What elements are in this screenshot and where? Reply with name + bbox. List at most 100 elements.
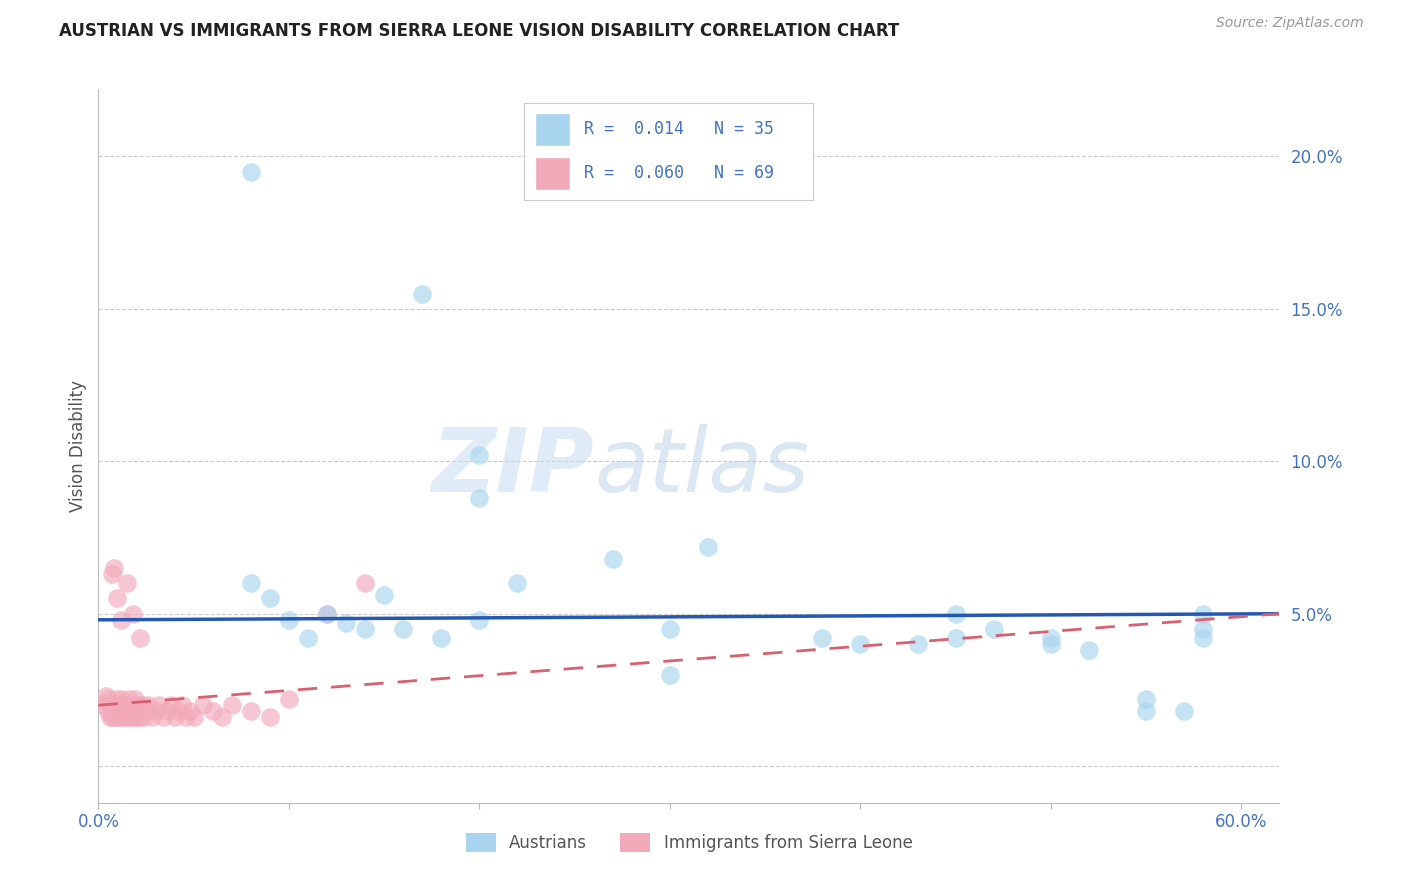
Point xyxy=(183,710,205,724)
Point xyxy=(1078,643,1101,657)
Legend: Austrians, Immigrants from Sierra Leone: Austrians, Immigrants from Sierra Leone xyxy=(458,826,920,859)
Point xyxy=(163,710,186,724)
Point xyxy=(112,710,135,724)
Point xyxy=(1192,622,1215,636)
Point xyxy=(125,704,148,718)
Point xyxy=(335,615,357,630)
Point xyxy=(129,631,152,645)
Point xyxy=(1192,631,1215,645)
Point xyxy=(1135,704,1157,718)
Point xyxy=(115,576,138,591)
Point xyxy=(124,710,146,724)
Point xyxy=(316,607,339,621)
Point xyxy=(121,704,143,718)
Point xyxy=(103,704,125,718)
Point xyxy=(148,698,170,713)
Text: AUSTRIAN VS IMMIGRANTS FROM SIERRA LEONE VISION DISABILITY CORRELATION CHART: AUSTRIAN VS IMMIGRANTS FROM SIERRA LEONE… xyxy=(59,22,900,40)
Point xyxy=(104,710,127,724)
Point xyxy=(93,698,115,713)
Point xyxy=(392,622,415,636)
Point xyxy=(1173,704,1195,718)
Point xyxy=(125,710,148,724)
Point xyxy=(118,692,141,706)
Point xyxy=(159,698,181,713)
Point xyxy=(98,710,121,724)
Point xyxy=(120,710,142,724)
Point xyxy=(94,689,117,703)
Text: Source: ZipAtlas.com: Source: ZipAtlas.com xyxy=(1216,16,1364,30)
Point xyxy=(907,637,929,651)
Point xyxy=(468,448,491,462)
Point xyxy=(135,704,157,718)
Point xyxy=(193,698,215,713)
Point xyxy=(120,704,142,718)
Point xyxy=(468,613,491,627)
Point xyxy=(316,607,339,621)
Text: ZIP: ZIP xyxy=(432,424,595,511)
Point xyxy=(129,710,152,724)
Point xyxy=(1039,631,1062,645)
Point xyxy=(110,692,132,706)
Point xyxy=(108,710,131,724)
Point xyxy=(114,710,136,724)
Point xyxy=(174,710,197,724)
Point xyxy=(277,692,299,706)
Point xyxy=(411,286,433,301)
Point xyxy=(121,607,143,621)
Point xyxy=(103,698,125,713)
Point xyxy=(118,710,141,724)
Point xyxy=(658,622,681,636)
Point xyxy=(115,698,138,713)
Point xyxy=(1039,637,1062,651)
Point xyxy=(239,164,262,178)
Point xyxy=(98,698,121,713)
Point xyxy=(354,576,377,591)
Point xyxy=(297,631,319,645)
Point xyxy=(152,710,174,724)
Point xyxy=(145,704,167,718)
Point xyxy=(127,698,149,713)
Point xyxy=(100,704,122,718)
Point xyxy=(156,704,179,718)
Point xyxy=(115,704,138,718)
Point xyxy=(110,613,132,627)
Point xyxy=(201,704,224,718)
Point xyxy=(983,622,1005,636)
Point xyxy=(107,710,129,724)
Point xyxy=(1192,607,1215,621)
Point xyxy=(112,698,135,713)
Point xyxy=(172,698,194,713)
Point xyxy=(108,698,131,713)
Point xyxy=(107,704,129,718)
Point xyxy=(97,704,120,718)
Point xyxy=(129,704,152,718)
Point xyxy=(468,491,491,505)
Point xyxy=(945,631,967,645)
Point xyxy=(373,589,395,603)
Point xyxy=(114,704,136,718)
Point xyxy=(849,637,872,651)
Point xyxy=(179,704,201,718)
Point xyxy=(658,667,681,681)
Point xyxy=(211,710,233,724)
Point xyxy=(167,704,190,718)
Point xyxy=(811,631,834,645)
Point xyxy=(134,710,156,724)
Point xyxy=(107,591,129,606)
Point xyxy=(277,613,299,627)
Point xyxy=(131,698,153,713)
Point xyxy=(602,551,624,566)
Point xyxy=(259,710,281,724)
Point xyxy=(697,540,720,554)
Point xyxy=(103,561,125,575)
Point xyxy=(124,692,146,706)
Point xyxy=(121,698,143,713)
Point xyxy=(506,576,529,591)
Point xyxy=(104,692,127,706)
Point xyxy=(100,567,122,582)
Point xyxy=(141,710,163,724)
Point xyxy=(100,710,122,724)
Point xyxy=(110,704,132,718)
Point xyxy=(259,591,281,606)
Point xyxy=(239,704,262,718)
